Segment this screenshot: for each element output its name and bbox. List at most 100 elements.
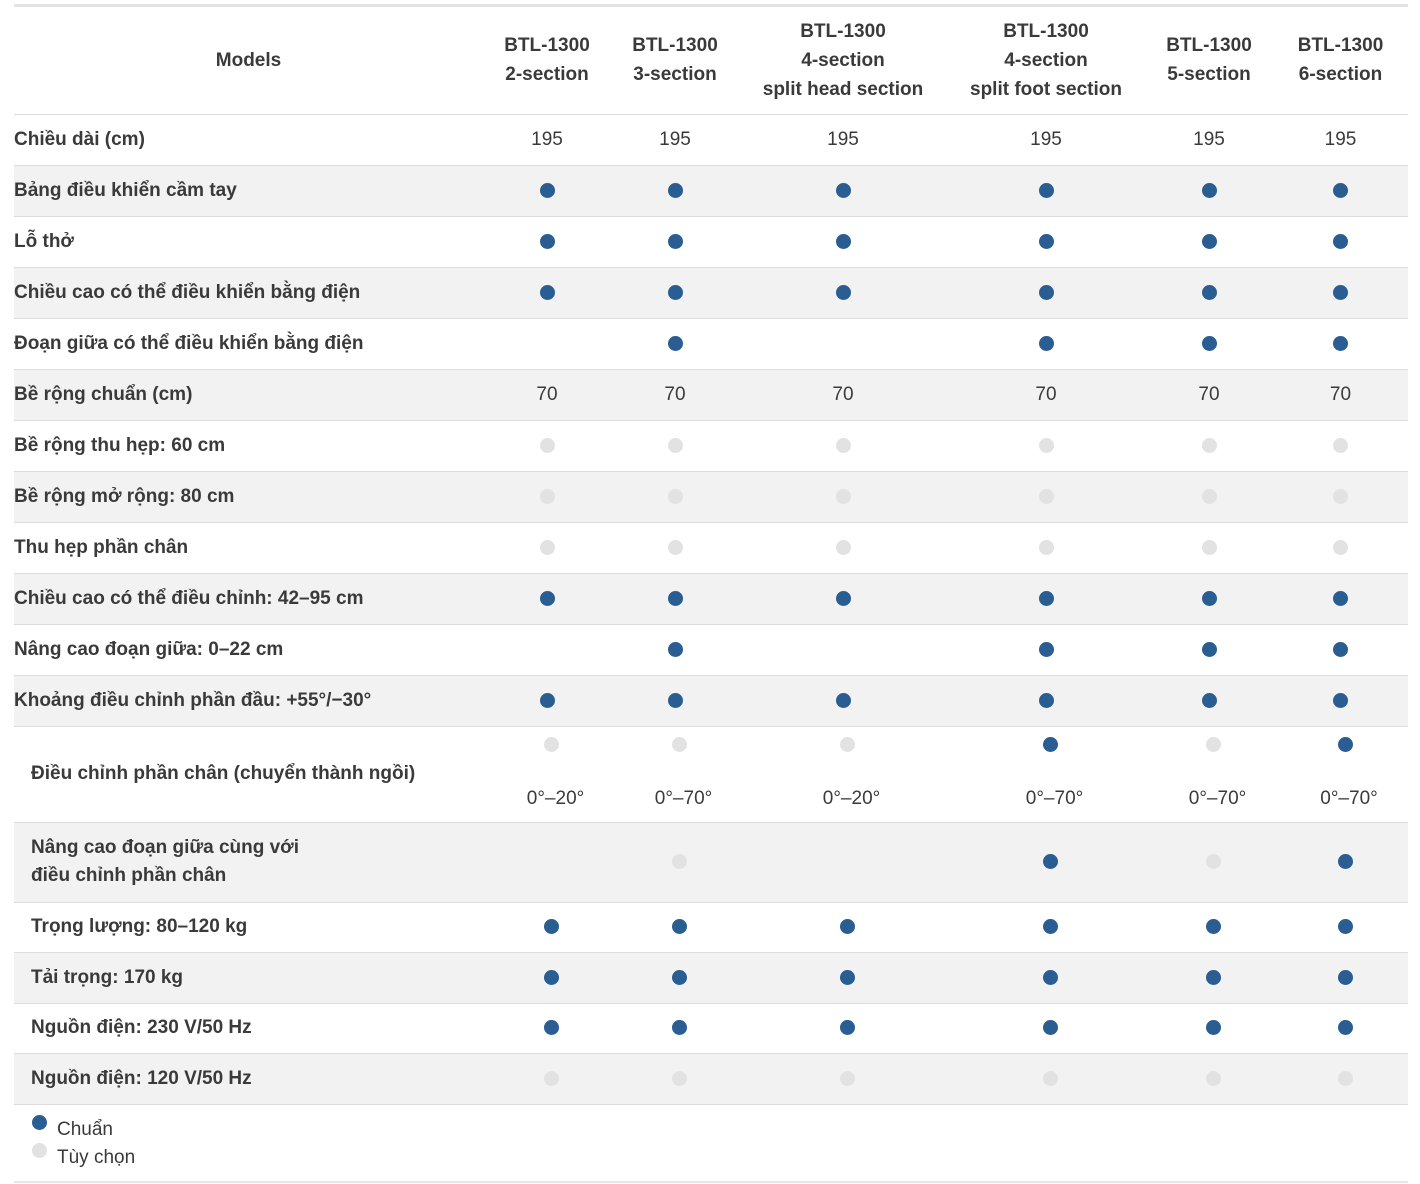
optional-dot-icon bbox=[1038, 437, 1054, 453]
table-cell bbox=[1145, 822, 1273, 903]
table-cell: 70 bbox=[611, 369, 739, 421]
cell-value: 195 bbox=[1193, 128, 1225, 150]
optional-dot-icon bbox=[1038, 488, 1054, 504]
cell-value: 195 bbox=[1030, 128, 1062, 150]
table-cell bbox=[483, 471, 611, 523]
table-cell bbox=[947, 573, 1145, 625]
optional-dot-icon bbox=[840, 737, 855, 753]
table-cell bbox=[611, 165, 739, 217]
table-cell bbox=[1273, 1053, 1408, 1105]
cell-value: 195 bbox=[1324, 128, 1357, 150]
standard-dot-icon bbox=[1337, 969, 1353, 985]
column-header-line: 4-section bbox=[1004, 49, 1088, 71]
standard-dot-icon bbox=[544, 919, 559, 935]
legend: Chuẩn Tùy chọn bbox=[32, 1113, 135, 1169]
optional-dot-icon bbox=[539, 488, 555, 504]
table-cell bbox=[1273, 318, 1408, 370]
table-cell bbox=[1273, 216, 1408, 268]
table-cell bbox=[739, 952, 947, 1004]
table-cell: 0°–70° bbox=[947, 726, 1145, 823]
table-row: Điều chỉnh phần chân (chuyển thành ngồi)… bbox=[14, 726, 1408, 823]
optional-dot-icon bbox=[544, 1070, 559, 1086]
foot-range-value: 0°–70° bbox=[654, 788, 713, 809]
table-cell: 70 bbox=[947, 369, 1145, 421]
standard-dot-icon bbox=[667, 641, 683, 657]
cell-value: 70 bbox=[1198, 383, 1220, 405]
row-label: Chiều dài (cm) bbox=[14, 114, 483, 166]
column-header-line: split head section bbox=[762, 78, 924, 100]
table-cell bbox=[947, 902, 1145, 953]
table-row: Thu hẹp phần chân bbox=[14, 522, 1408, 574]
table-cell bbox=[611, 952, 739, 1004]
table-row: Chiều cao có thể điều khiển bằng điện bbox=[14, 267, 1408, 319]
optional-dot-icon bbox=[1201, 539, 1217, 555]
standard-dot-icon bbox=[1201, 233, 1217, 249]
table-cell bbox=[483, 675, 611, 727]
legend-item-optional: Tùy chọn bbox=[32, 1141, 135, 1169]
table-row: Chiều cao có thể điều chỉnh: 42–95 cm bbox=[14, 573, 1408, 625]
table-cell: 195 bbox=[483, 114, 611, 166]
standard-dot-icon bbox=[1201, 284, 1217, 300]
foot-range-value: 0°–20° bbox=[526, 788, 585, 809]
table-cell bbox=[1273, 624, 1408, 676]
table-cell: 0°–70° bbox=[611, 726, 739, 823]
column-header-line: 5-section bbox=[1167, 64, 1251, 86]
table-cell bbox=[611, 420, 739, 472]
table-cell bbox=[739, 318, 947, 370]
table-row: Bề rộng chuẩn (cm) 70 70 70 70 70 70 bbox=[14, 369, 1408, 421]
row-label: Tải trọng: 170 kg bbox=[14, 952, 483, 1004]
optional-dot-icon bbox=[1333, 488, 1348, 504]
table-cell bbox=[1145, 675, 1273, 727]
standard-dot-icon bbox=[1043, 854, 1058, 870]
table-cell bbox=[1145, 1053, 1273, 1105]
table-cell bbox=[1145, 522, 1273, 574]
table-cell bbox=[483, 216, 611, 268]
standard-dot-icon bbox=[667, 233, 683, 249]
table-cell bbox=[611, 267, 739, 319]
standard-dot-icon bbox=[1043, 1020, 1058, 1036]
optional-dot-icon bbox=[672, 737, 687, 753]
legend-item-standard: Chuẩn bbox=[32, 1113, 135, 1141]
table-cell bbox=[1145, 471, 1273, 523]
optional-dot-icon bbox=[672, 854, 687, 870]
standard-dot-icon bbox=[544, 1020, 559, 1036]
table-cell bbox=[947, 675, 1145, 727]
table-cell bbox=[947, 624, 1145, 676]
table-cell bbox=[611, 1003, 739, 1054]
row-label: Chiều cao có thể điều chỉnh: 42–95 cm bbox=[14, 573, 483, 625]
table-cell bbox=[611, 216, 739, 268]
table-cell bbox=[739, 1003, 947, 1054]
table-cell bbox=[947, 420, 1145, 472]
optional-dot-icon bbox=[1333, 539, 1348, 555]
standard-dot-icon bbox=[1337, 737, 1353, 753]
optional-dot-icon bbox=[544, 737, 559, 753]
legend-standard-label: Chuẩn bbox=[57, 1119, 113, 1140]
standard-dot-icon bbox=[667, 692, 683, 708]
column-header-4: BTL-1300 4-section split foot section bbox=[947, 7, 1145, 115]
table-cell bbox=[947, 1053, 1145, 1105]
table-cell bbox=[739, 1053, 947, 1105]
optional-dot-icon bbox=[1201, 437, 1217, 453]
cell-value: 70 bbox=[536, 383, 558, 405]
table-cell bbox=[947, 822, 1145, 903]
standard-dot-icon bbox=[1333, 335, 1348, 351]
table-cell bbox=[1273, 471, 1408, 523]
table-cell bbox=[1145, 624, 1273, 676]
table-cell bbox=[1273, 822, 1408, 903]
optional-dot-icon bbox=[539, 437, 555, 453]
legend-optional-label: Tùy chọn bbox=[57, 1147, 136, 1168]
table-cell bbox=[483, 573, 611, 625]
table-row: Nguồn điện: 120 V/50 Hz bbox=[14, 1053, 1408, 1105]
table-cell bbox=[483, 522, 611, 574]
standard-dot-icon bbox=[840, 919, 855, 935]
standard-dot-icon bbox=[835, 182, 851, 198]
column-header-5: BTL-1300 5-section bbox=[1145, 7, 1273, 115]
column-header-line: BTL-1300 bbox=[1297, 35, 1384, 57]
table-cell bbox=[1273, 420, 1408, 472]
table-cell bbox=[611, 675, 739, 727]
table-cell: 0°–20° bbox=[483, 726, 611, 823]
spec-table: Models BTL-1300 2-section BTL-1300 3-sectio… bbox=[14, 7, 1408, 1105]
column-header-3: BTL-1300 4-section split head section bbox=[739, 7, 947, 115]
table-cell bbox=[483, 165, 611, 217]
row-label: Nâng cao đoạn giữa: 0–22 cm bbox=[14, 624, 483, 676]
